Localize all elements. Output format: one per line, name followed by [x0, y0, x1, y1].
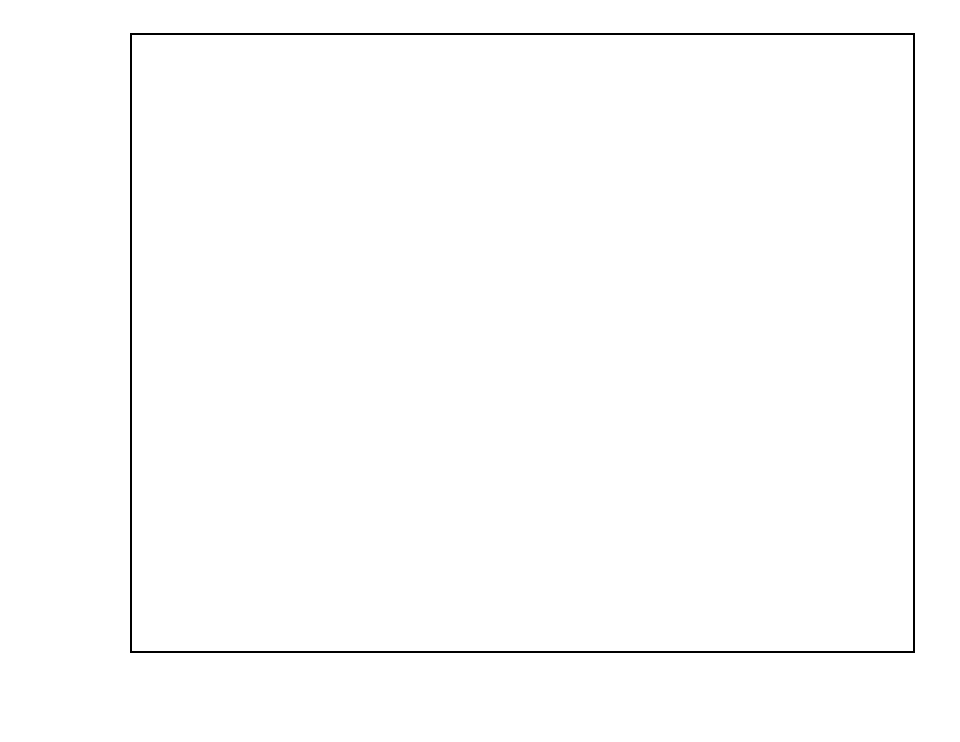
plot-area	[130, 33, 915, 653]
